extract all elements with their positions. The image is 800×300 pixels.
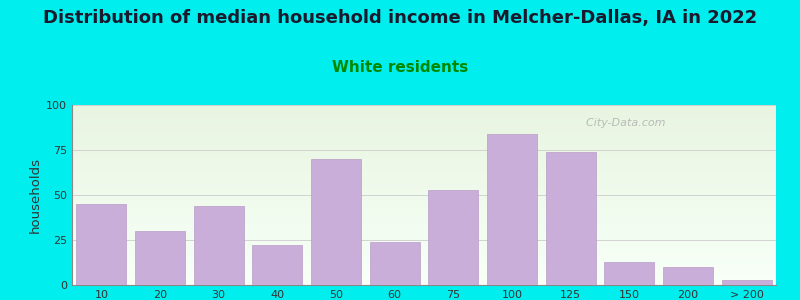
Text: Distribution of median household income in Melcher-Dallas, IA in 2022: Distribution of median household income …: [43, 9, 757, 27]
Bar: [311, 159, 361, 285]
Text: White residents: White residents: [332, 60, 468, 75]
Bar: [663, 267, 713, 285]
Bar: [546, 152, 595, 285]
Bar: [605, 262, 654, 285]
Text: City-Data.com: City-Data.com: [579, 118, 666, 128]
Bar: [722, 280, 771, 285]
Bar: [77, 204, 126, 285]
Y-axis label: households: households: [29, 157, 42, 233]
Bar: [135, 231, 185, 285]
Bar: [487, 134, 537, 285]
Bar: [429, 190, 478, 285]
Bar: [253, 245, 302, 285]
Bar: [194, 206, 243, 285]
Bar: [370, 242, 419, 285]
